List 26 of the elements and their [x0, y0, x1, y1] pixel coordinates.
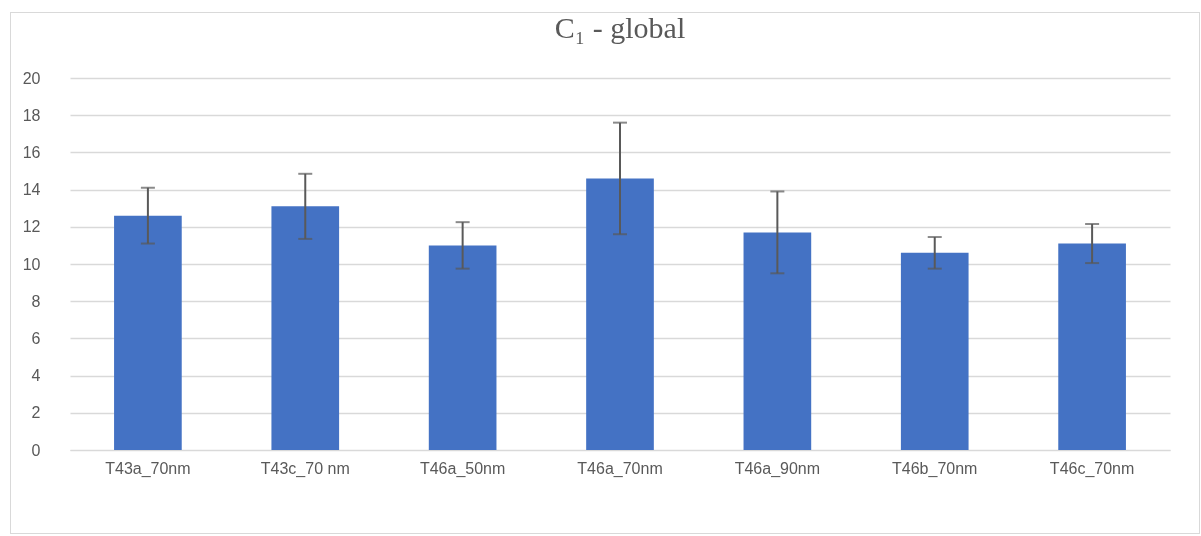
x-tick-label: T43c_70 nm — [260, 459, 350, 478]
bar — [428, 245, 497, 450]
x-tick-label: T46a_70nm — [577, 459, 663, 478]
y-tick-label: 12 — [22, 218, 41, 236]
y-tick-label: 20 — [22, 69, 41, 87]
x-tick-label: T46b_70nm — [892, 459, 978, 478]
bar — [586, 178, 654, 450]
y-tick-label: 8 — [31, 292, 41, 310]
bar — [271, 206, 340, 450]
chart-title: C₁ - global — [554, 11, 686, 44]
y-tick-label: 16 — [22, 143, 41, 161]
bar — [1058, 243, 1126, 450]
bar — [114, 215, 182, 450]
y-tick-label: 14 — [22, 181, 41, 199]
bar — [900, 252, 969, 450]
y-tick-label: 18 — [22, 106, 41, 124]
bar — [743, 232, 812, 450]
y-tick-label: 6 — [31, 329, 41, 347]
x-tick-label: T46a_90nm — [734, 459, 821, 478]
y-tick-label: 2 — [31, 404, 41, 422]
x-tick-label: T43a_70nm — [105, 459, 191, 478]
x-tick-label: T46a_50nm — [419, 459, 506, 478]
y-tick-label: 4 — [31, 367, 41, 385]
x-tick-label: T46c_70nm — [1049, 459, 1135, 478]
y-tick-label: 10 — [22, 255, 41, 273]
y-tick-label: 0 — [31, 441, 41, 459]
